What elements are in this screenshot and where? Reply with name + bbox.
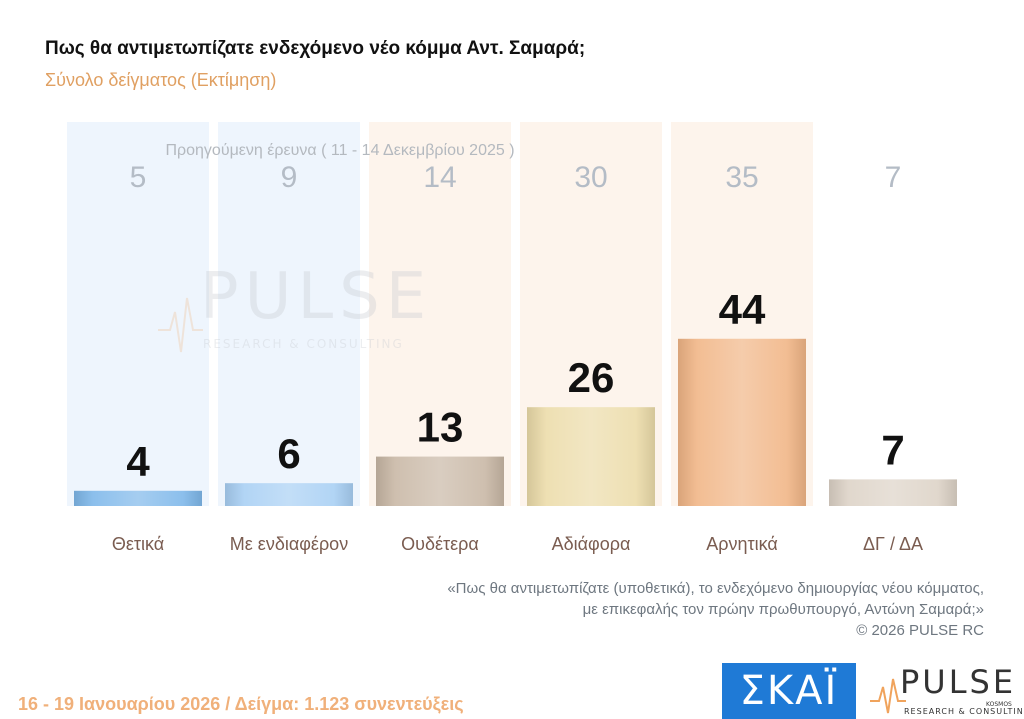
bar-shine [376, 456, 504, 506]
previous-value-label: 14 [423, 161, 456, 194]
category-label: Θετικά [112, 534, 164, 554]
category-label: Αδιάφορα [552, 534, 631, 554]
pulse-logo-sub: RESEARCH & CONSULTING [904, 707, 1024, 716]
category-label: Με ενδιαφέρον [230, 534, 348, 554]
category-label: ΔΓ / ΔΑ [863, 534, 923, 554]
pulse-line-icon [870, 678, 906, 714]
column-background [218, 122, 360, 506]
bar-shine [678, 338, 806, 506]
pulse-logo: PULSE KOSMOS RESEARCH & CONSULTING [870, 663, 1024, 719]
bar-shine [74, 490, 202, 506]
data-label: 7 [881, 426, 904, 473]
bar-shine [225, 483, 353, 506]
watermark-sub: RESEARCH & CONSULTING [203, 337, 404, 351]
previous-value-label: 7 [885, 161, 902, 194]
copyright-note: © 2026 PULSE RC [856, 622, 984, 639]
data-label: 13 [417, 404, 464, 451]
watermark-pulse-line-icon [158, 297, 203, 353]
question-note: «Πως θα αντιμετωπίζατε (υποθετικά), το ε… [447, 578, 984, 641]
previous-survey-legend: Προηγούμενη έρευνα ( 11 - 14 Δεκεμβρίου … [165, 142, 514, 159]
previous-value-label: 5 [130, 161, 147, 194]
column-background [369, 122, 511, 506]
data-label: 4 [126, 438, 150, 485]
previous-value-label: 30 [574, 161, 607, 194]
watermark-word: PULSE [200, 260, 432, 334]
data-label: 44 [719, 286, 766, 333]
column-background [67, 122, 209, 506]
pulse-watermark: PULSE RESEARCH & CONSULTING [158, 260, 432, 353]
chart-title: Πως θα αντιμετωπίζατε ενδεχόμενο νέο κόμ… [45, 38, 586, 59]
chart-subtitle: Σύνολο δείγματος (Εκτίμηση) [45, 70, 277, 90]
question-note-line-1: «Πως θα αντιμετωπίζατε (υποθετικά), το ε… [447, 580, 984, 597]
category-label: Ουδέτερα [401, 534, 479, 554]
previous-value-label: 9 [281, 161, 298, 194]
category-label: Αρνητικά [706, 534, 778, 554]
skai-logo-text: ΣΚΑΪ [739, 668, 839, 714]
question-note-line-2: με επικεφαλής τον πρώην πρωθυπουργό, Αντ… [582, 601, 984, 618]
pulse-logo-kosmos: KOSMOS [986, 701, 1012, 708]
bar-shine [829, 479, 957, 506]
skai-logo: ΣΚΑΪ [722, 663, 856, 719]
data-label: 26 [568, 354, 615, 401]
previous-value-label: 35 [725, 161, 758, 194]
survey-footer: 16 - 19 Ιανουαρίου 2026 / Δείγμα: 1.123 … [18, 694, 464, 714]
bar-shine [527, 407, 655, 506]
pulse-logo-word: PULSE [900, 663, 1017, 701]
data-label: 6 [277, 430, 300, 477]
